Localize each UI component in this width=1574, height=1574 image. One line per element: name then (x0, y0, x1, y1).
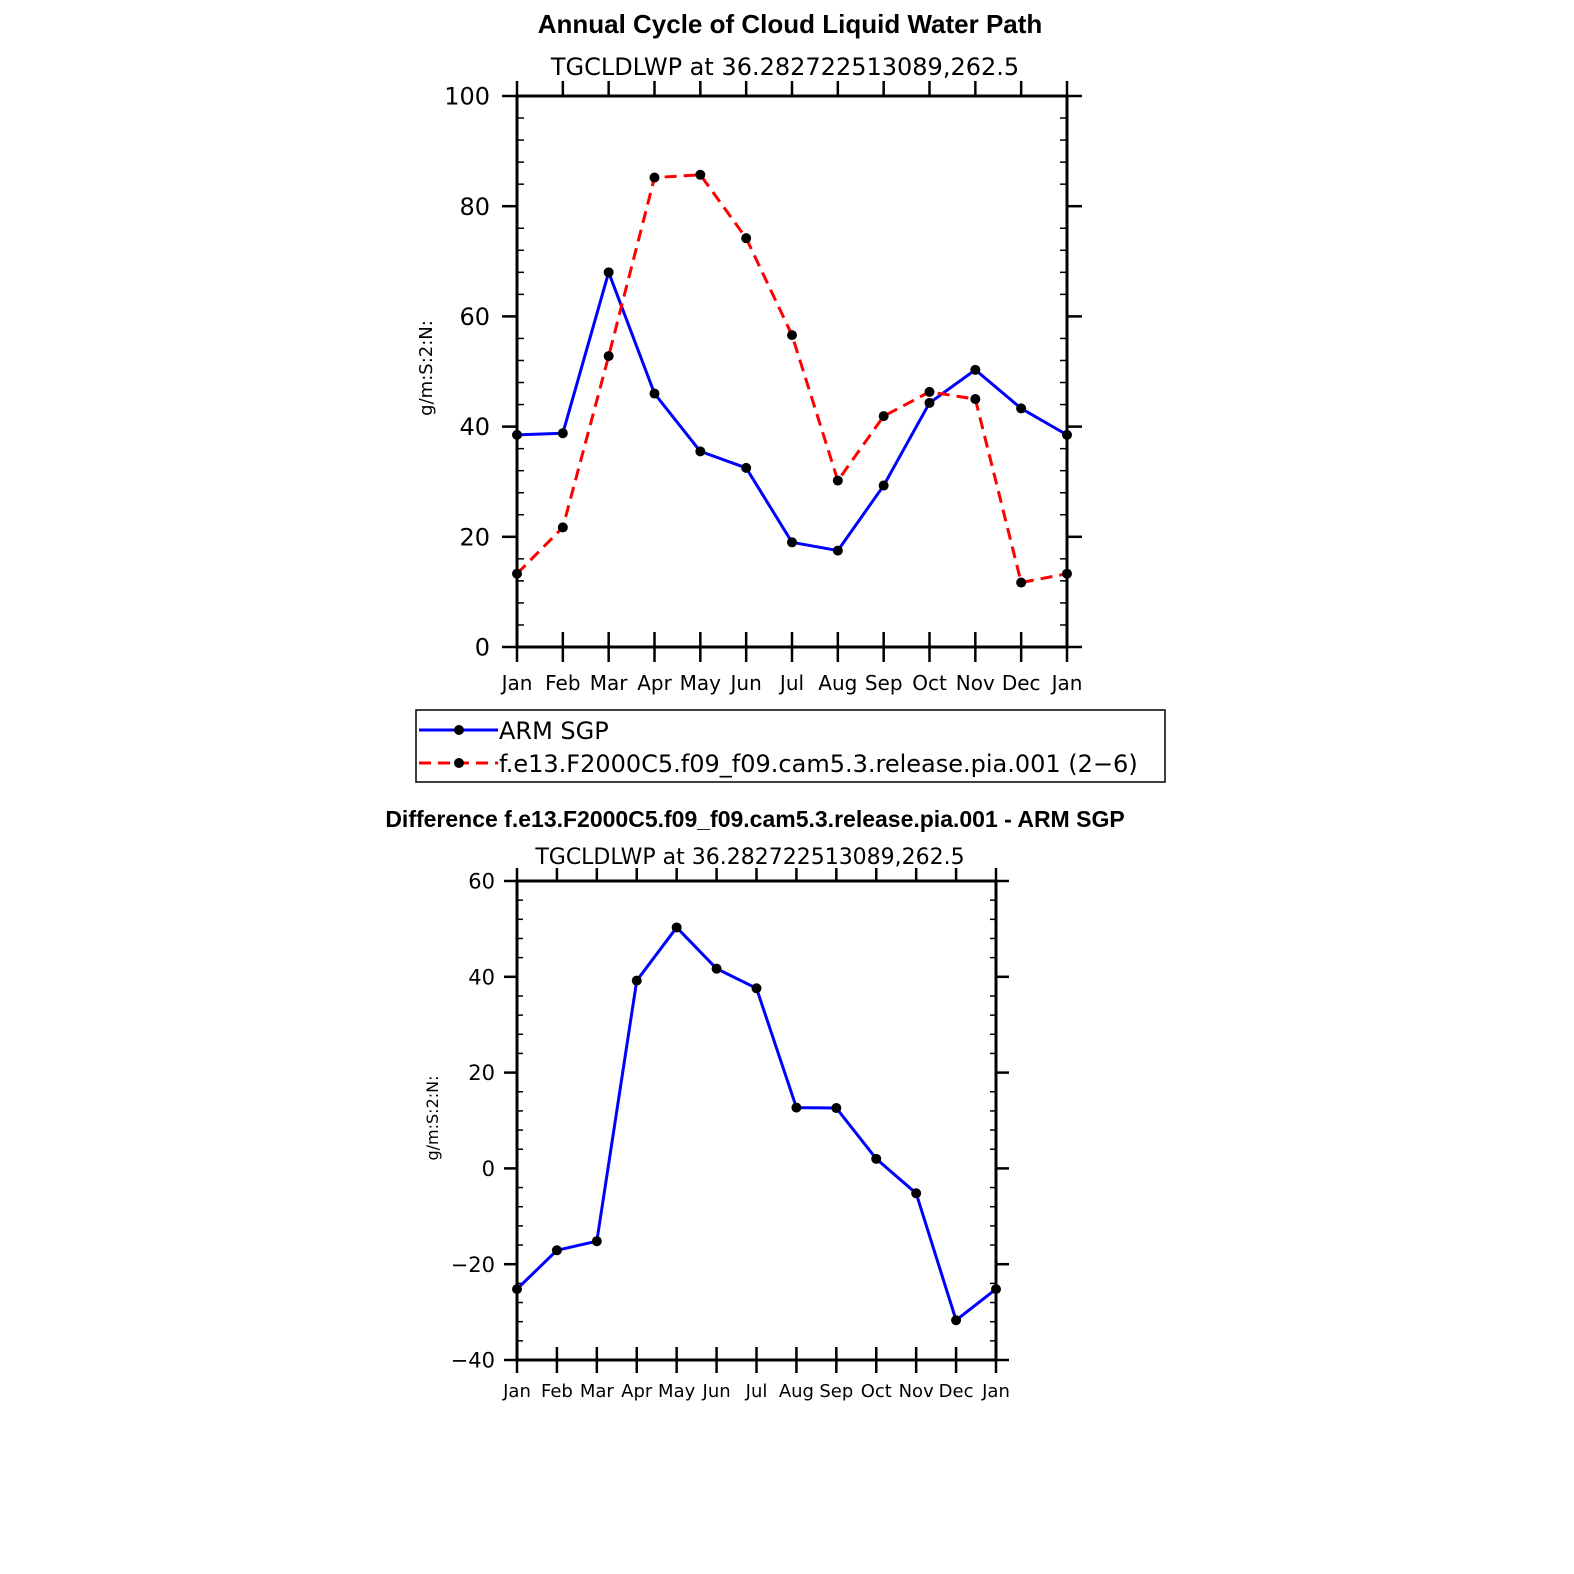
x-tick-label: Nov (899, 1381, 934, 1402)
y-tick-label: 80 (459, 193, 490, 221)
chart-title: Difference f.e13.F2000C5.f09_f09.cam5.3.… (385, 806, 1124, 832)
data-point (512, 568, 522, 579)
x-tick-label: Aug (779, 1381, 814, 1402)
x-tick-label: Jan (502, 1381, 531, 1402)
y-tick-label: 60 (468, 870, 495, 894)
data-point (878, 411, 889, 422)
legend-box (415, 709, 1166, 783)
data-point (551, 1245, 562, 1256)
data-point (1016, 403, 1027, 414)
chart-title: Annual Cycle of Cloud Liquid Water Path (538, 9, 1043, 39)
data-point (741, 233, 752, 244)
data-point (791, 1102, 802, 1113)
data-point (631, 975, 642, 986)
data-point (787, 537, 797, 548)
data-point (991, 1284, 1001, 1295)
plot-frame (515, 94, 1069, 649)
data-point (751, 983, 762, 994)
y-tick-label: 20 (468, 1061, 495, 1085)
data-point (831, 1103, 842, 1114)
y-tick-label: 40 (459, 413, 490, 441)
x-tick-label: Jan (981, 1381, 1010, 1402)
x-tick-label: Dec (1002, 671, 1041, 695)
plot-frame (515, 879, 998, 1362)
x-tick-label: Jul (745, 1381, 768, 1402)
data-point (649, 388, 660, 399)
data-point (787, 330, 797, 341)
data-point (951, 1315, 962, 1326)
x-tick-label: Sep (819, 1381, 853, 1402)
x-tick-label: Sep (865, 671, 903, 695)
legend-marker-arm-sgp (454, 725, 464, 735)
y-tick-label: 40 (468, 965, 495, 989)
data-point (512, 1284, 522, 1295)
x-tick-label: Feb (545, 671, 580, 695)
legend: ARM SGP f.e13.F2000C5.f09_f09.cam5.3.rel… (415, 709, 1166, 783)
x-tick-label: May (658, 1381, 696, 1402)
x-tick-label: Apr (637, 671, 672, 695)
y-axis-label: g/m:S:2:N: (416, 320, 437, 416)
plot-area: Jan Feb Mar Apr May Jun Jul Aug Sep Oct Nov Dec Jan 0… (444, 81, 1082, 695)
x-tick-label: Nov (956, 671, 995, 695)
data-point (1062, 429, 1072, 440)
annual-cycle-chart: Annual Cycle of Cloud Liquid Water Path … (415, 9, 1166, 783)
data-point (557, 428, 568, 439)
x-tick-label: Jan (500, 671, 533, 695)
legend-marker-model (454, 758, 464, 768)
x-tick-label: Mar (580, 1381, 615, 1402)
x-tick-label: Feb (541, 1381, 573, 1402)
legend-label-model: f.e13.F2000C5.f09_f09.cam5.3.release.pia… (499, 750, 1138, 778)
legend-label-arm-sgp: ARM SGP (499, 717, 609, 745)
difference-chart: Difference f.e13.F2000C5.f09_f09.cam5.3.… (385, 806, 1124, 1402)
data-point (832, 475, 843, 486)
data-point (695, 169, 706, 180)
y-tick-label: −20 (451, 1253, 495, 1277)
plot-area: Jan Feb Mar Apr May Jun Jul Aug Sep Oct Nov Dec Jan−… (451, 868, 1010, 1402)
y-tick-label: 0 (482, 1157, 495, 1181)
data-point (671, 922, 682, 933)
data-point (603, 351, 614, 362)
data-point (878, 480, 889, 491)
y-tick-label: 60 (459, 303, 490, 331)
x-tick-label: Dec (939, 1381, 974, 1402)
data-point (871, 1153, 882, 1164)
x-tick-label: May (680, 671, 722, 695)
data-point (911, 1188, 922, 1199)
y-tick-label: 0 (475, 634, 490, 662)
y-axis-label: g/m:S:2:N: (423, 1076, 442, 1161)
y-tick-label: 100 (444, 83, 490, 111)
x-tick-label: Apr (621, 1381, 653, 1402)
data-point (970, 364, 981, 375)
data-point (711, 963, 722, 974)
x-tick-label: Jun (702, 1381, 731, 1402)
x-tick-label: Mar (590, 671, 629, 695)
data-point (924, 397, 935, 408)
x-tick-label: Oct (861, 1381, 892, 1402)
y-tick-label: 20 (459, 523, 490, 551)
x-tick-label: Jun (729, 671, 762, 695)
data-point (557, 522, 568, 533)
y-tick-label: −40 (451, 1349, 495, 1373)
x-tick-label: Jul (778, 671, 804, 695)
data-point (924, 386, 935, 397)
x-tick-label: Oct (912, 671, 947, 695)
x-tick-label: Aug (818, 671, 857, 695)
data-point (832, 545, 843, 556)
data-point (970, 394, 981, 405)
chart-subtitle: TGCLDLWP at 36.282722513089,262.5 (534, 845, 964, 870)
data-point (591, 1236, 602, 1247)
data-point (512, 429, 522, 440)
data-point (1016, 577, 1027, 588)
chart-subtitle: TGCLDLWP at 36.282722513089,262.5 (550, 53, 1019, 81)
x-tick-label: Jan (1050, 671, 1083, 695)
data-point (695, 446, 706, 457)
data-point (603, 267, 614, 278)
data-point (1062, 568, 1072, 579)
data-point (649, 172, 660, 183)
series-line-0 (516, 270, 1068, 553)
data-point (741, 462, 752, 473)
